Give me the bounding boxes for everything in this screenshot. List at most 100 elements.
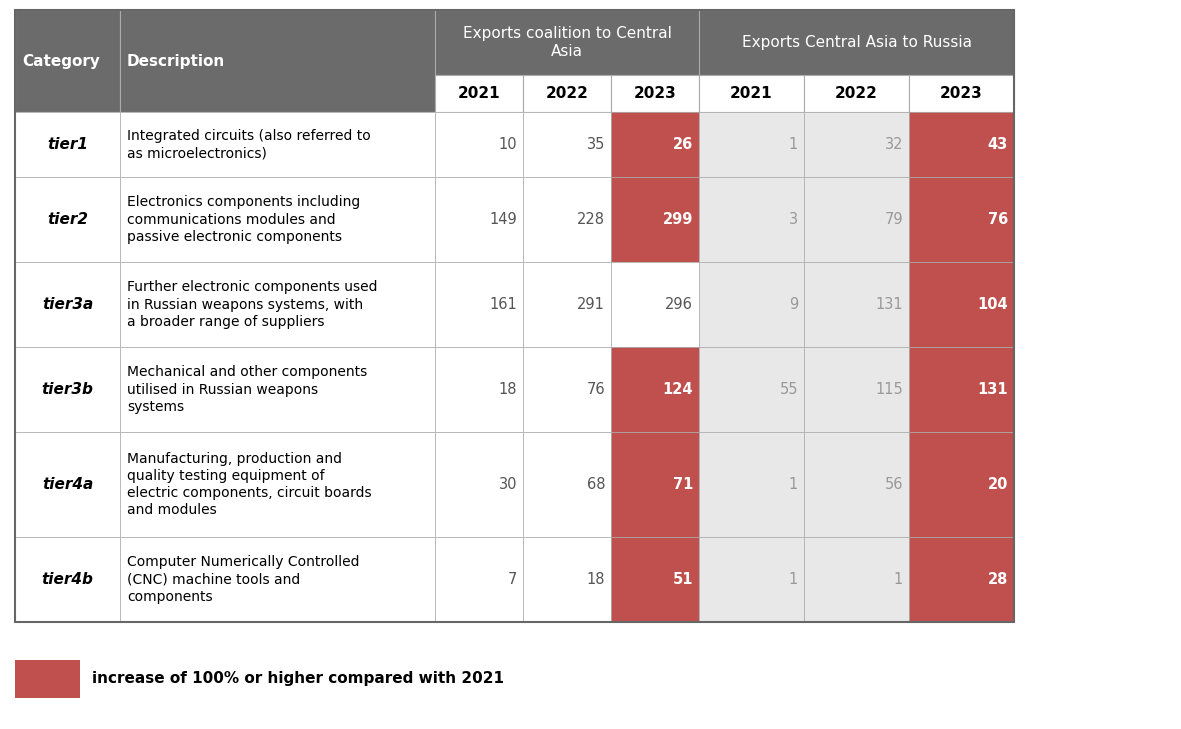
Bar — [523, 262, 611, 347]
Text: Computer Numerically Controlled
(CNC) machine tools and
components: Computer Numerically Controlled (CNC) ma… — [128, 555, 359, 604]
Bar — [699, 537, 804, 622]
Text: 56: 56 — [885, 477, 903, 492]
Bar — [699, 112, 804, 177]
Text: 10: 10 — [498, 137, 517, 152]
Text: 20: 20 — [987, 477, 1009, 492]
Bar — [120, 432, 435, 537]
Text: 124: 124 — [663, 382, 693, 397]
Bar — [611, 75, 699, 112]
Bar — [909, 262, 1014, 347]
Bar — [15, 262, 120, 347]
Bar — [804, 432, 909, 537]
Bar — [699, 262, 804, 347]
Bar — [523, 177, 611, 262]
Bar — [523, 112, 611, 177]
Bar — [804, 177, 909, 262]
Bar — [15, 537, 120, 622]
Text: tier3b: tier3b — [41, 382, 93, 397]
Bar — [435, 347, 523, 432]
Text: Integrated circuits (also referred to
as microelectronics): Integrated circuits (also referred to as… — [128, 129, 371, 160]
Text: 149: 149 — [489, 212, 517, 227]
Text: 1: 1 — [789, 477, 798, 492]
Bar — [15, 432, 120, 537]
Text: 35: 35 — [587, 137, 605, 152]
Bar — [909, 177, 1014, 262]
Bar — [611, 537, 699, 622]
Bar — [699, 432, 804, 537]
Bar — [909, 75, 1014, 112]
Bar — [15, 10, 1014, 622]
Text: 2021: 2021 — [458, 86, 501, 101]
Bar — [699, 177, 804, 262]
Text: Description: Description — [128, 53, 226, 69]
Bar — [120, 347, 435, 432]
Bar — [120, 10, 435, 112]
Bar — [15, 112, 120, 177]
Text: 26: 26 — [673, 137, 693, 152]
Bar — [120, 112, 435, 177]
Bar — [611, 112, 699, 177]
Text: 291: 291 — [578, 297, 605, 312]
Bar — [120, 177, 435, 262]
Text: 51: 51 — [672, 572, 693, 587]
Bar — [15, 10, 120, 112]
Text: 2023: 2023 — [940, 86, 983, 101]
Text: 28: 28 — [987, 572, 1009, 587]
Text: 18: 18 — [498, 382, 517, 397]
Text: 1: 1 — [789, 572, 798, 587]
Bar — [699, 347, 804, 432]
Bar — [435, 75, 523, 112]
Bar — [435, 10, 699, 75]
Text: 7: 7 — [508, 572, 517, 587]
Bar — [804, 262, 909, 347]
Bar — [804, 112, 909, 177]
Text: 79: 79 — [885, 212, 903, 227]
Bar — [523, 432, 611, 537]
Text: 131: 131 — [978, 382, 1009, 397]
Text: 18: 18 — [587, 572, 605, 587]
Text: 131: 131 — [875, 297, 903, 312]
Bar — [120, 537, 435, 622]
Text: 30: 30 — [498, 477, 517, 492]
Text: Category: Category — [22, 53, 100, 69]
Text: Mechanical and other components
utilised in Russian weapons
systems: Mechanical and other components utilised… — [128, 365, 367, 414]
Text: 296: 296 — [665, 297, 693, 312]
Text: increase of 100% or higher compared with 2021: increase of 100% or higher compared with… — [92, 671, 504, 687]
Bar — [909, 537, 1014, 622]
Text: 1: 1 — [789, 137, 798, 152]
Text: tier1: tier1 — [47, 137, 89, 152]
Text: 76: 76 — [587, 382, 605, 397]
Bar — [523, 75, 611, 112]
Text: 1: 1 — [894, 572, 903, 587]
Bar — [435, 112, 523, 177]
Text: Exports coalition to Central
Asia: Exports coalition to Central Asia — [463, 26, 672, 59]
Text: 55: 55 — [779, 382, 798, 397]
Text: tier4b: tier4b — [41, 572, 93, 587]
Bar — [15, 660, 80, 698]
Text: Manufacturing, production and
quality testing equipment of
electric components, : Manufacturing, production and quality te… — [128, 451, 372, 518]
Text: 43: 43 — [987, 137, 1009, 152]
Bar — [611, 432, 699, 537]
Text: Exports Central Asia to Russia: Exports Central Asia to Russia — [742, 35, 972, 50]
Text: 104: 104 — [978, 297, 1009, 312]
Bar — [804, 537, 909, 622]
Bar — [699, 10, 1014, 75]
Bar — [909, 347, 1014, 432]
Bar — [611, 262, 699, 347]
Bar — [611, 177, 699, 262]
Text: 68: 68 — [587, 477, 605, 492]
Text: tier2: tier2 — [47, 212, 89, 227]
Bar — [435, 537, 523, 622]
Text: 76: 76 — [987, 212, 1009, 227]
Text: 2023: 2023 — [634, 86, 677, 101]
Bar — [699, 75, 804, 112]
Text: 9: 9 — [789, 297, 798, 312]
Bar — [435, 177, 523, 262]
Text: 228: 228 — [578, 212, 605, 227]
Text: tier3a: tier3a — [41, 297, 93, 312]
Text: tier4a: tier4a — [41, 477, 93, 492]
Bar — [435, 262, 523, 347]
Text: 2022: 2022 — [546, 86, 588, 101]
Bar — [523, 537, 611, 622]
Bar — [120, 262, 435, 347]
